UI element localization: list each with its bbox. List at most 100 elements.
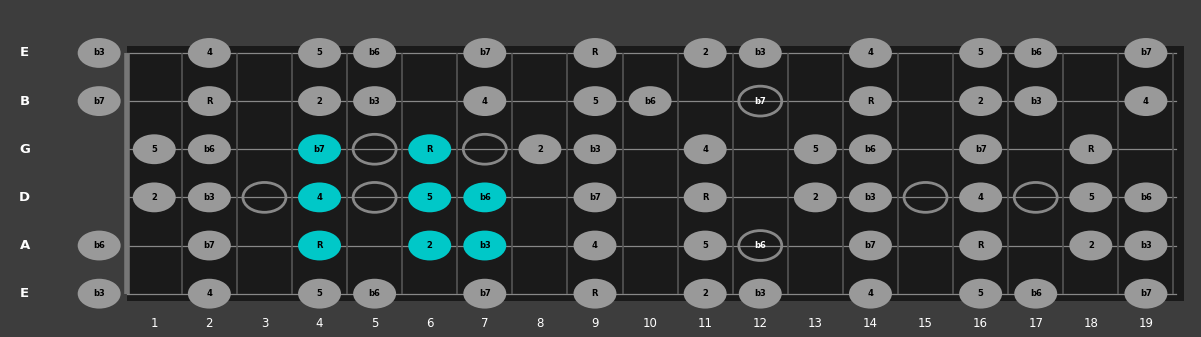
Ellipse shape: [464, 279, 507, 309]
Text: 4: 4: [592, 241, 598, 250]
Ellipse shape: [408, 134, 452, 164]
Text: D: D: [19, 191, 30, 204]
Ellipse shape: [298, 134, 341, 164]
Ellipse shape: [78, 279, 120, 309]
Text: 8: 8: [536, 317, 544, 330]
Text: 4: 4: [317, 193, 323, 202]
Text: b6: b6: [1029, 49, 1041, 57]
Ellipse shape: [408, 182, 452, 212]
Text: b7: b7: [975, 145, 986, 154]
Ellipse shape: [683, 279, 727, 309]
Text: 3: 3: [261, 317, 268, 330]
Ellipse shape: [574, 279, 616, 309]
Ellipse shape: [574, 182, 616, 212]
Text: R: R: [978, 241, 984, 250]
Text: 2: 2: [205, 317, 213, 330]
Text: 2: 2: [426, 241, 432, 250]
Text: 4: 4: [482, 97, 488, 105]
Text: E: E: [20, 47, 29, 59]
Text: b6: b6: [369, 289, 381, 298]
Text: b3: b3: [203, 193, 215, 202]
Ellipse shape: [739, 38, 782, 68]
Text: b6: b6: [203, 145, 215, 154]
Text: b3: b3: [94, 289, 104, 298]
Ellipse shape: [464, 182, 507, 212]
Text: 7: 7: [482, 317, 489, 330]
Text: R: R: [316, 241, 323, 250]
Ellipse shape: [683, 231, 727, 261]
Ellipse shape: [464, 38, 507, 68]
Text: b7: b7: [754, 97, 766, 105]
Ellipse shape: [187, 182, 231, 212]
Text: b3: b3: [865, 193, 877, 202]
Text: b6: b6: [479, 193, 491, 202]
Text: 2: 2: [978, 97, 984, 105]
Text: R: R: [592, 289, 598, 298]
Text: 4: 4: [867, 289, 873, 298]
Text: 17: 17: [1028, 317, 1044, 330]
Ellipse shape: [574, 231, 616, 261]
Text: R: R: [1088, 145, 1094, 154]
Text: 6: 6: [426, 317, 434, 330]
Ellipse shape: [1124, 182, 1167, 212]
Ellipse shape: [574, 134, 616, 164]
Ellipse shape: [408, 231, 452, 261]
Ellipse shape: [1069, 231, 1112, 261]
Ellipse shape: [353, 86, 396, 116]
Text: B: B: [19, 95, 30, 108]
Text: A: A: [19, 239, 30, 252]
Ellipse shape: [298, 86, 341, 116]
Ellipse shape: [1124, 86, 1167, 116]
Ellipse shape: [187, 279, 231, 309]
Ellipse shape: [298, 279, 341, 309]
Ellipse shape: [1069, 134, 1112, 164]
Ellipse shape: [1014, 38, 1057, 68]
Text: b6: b6: [865, 145, 877, 154]
Ellipse shape: [133, 134, 175, 164]
Text: 5: 5: [978, 289, 984, 298]
Text: b6: b6: [1140, 193, 1152, 202]
Ellipse shape: [960, 182, 1002, 212]
Text: 4: 4: [207, 49, 213, 57]
Ellipse shape: [1014, 279, 1057, 309]
Text: 12: 12: [753, 317, 767, 330]
Text: 5: 5: [1088, 193, 1094, 202]
Text: 5: 5: [592, 97, 598, 105]
Text: 10: 10: [643, 317, 657, 330]
Text: b6: b6: [94, 241, 106, 250]
Text: b7: b7: [590, 193, 600, 202]
Ellipse shape: [683, 38, 727, 68]
Ellipse shape: [298, 231, 341, 261]
Text: 5: 5: [426, 193, 432, 202]
Ellipse shape: [574, 86, 616, 116]
Text: b7: b7: [203, 241, 215, 250]
Text: R: R: [592, 49, 598, 57]
Text: b6: b6: [644, 97, 656, 105]
Text: 2: 2: [703, 49, 709, 57]
Text: R: R: [867, 97, 873, 105]
Text: 4: 4: [1143, 97, 1149, 105]
Text: 19: 19: [1139, 317, 1153, 330]
Text: 9: 9: [591, 317, 599, 330]
Text: b7: b7: [313, 145, 325, 154]
Text: 2: 2: [812, 193, 818, 202]
Ellipse shape: [78, 231, 120, 261]
Text: R: R: [207, 97, 213, 105]
Text: 1: 1: [150, 317, 159, 330]
Ellipse shape: [628, 86, 671, 116]
Text: 5: 5: [812, 145, 818, 154]
Ellipse shape: [1069, 182, 1112, 212]
FancyBboxPatch shape: [127, 46, 1184, 301]
Text: 4: 4: [703, 145, 709, 154]
Text: 4: 4: [978, 193, 984, 202]
Text: 4: 4: [316, 317, 323, 330]
Ellipse shape: [739, 279, 782, 309]
Text: 2: 2: [537, 145, 543, 154]
Text: b7: b7: [94, 97, 104, 105]
Ellipse shape: [187, 231, 231, 261]
Ellipse shape: [298, 38, 341, 68]
Ellipse shape: [298, 182, 341, 212]
Ellipse shape: [1124, 38, 1167, 68]
Ellipse shape: [849, 231, 892, 261]
Ellipse shape: [187, 86, 231, 116]
